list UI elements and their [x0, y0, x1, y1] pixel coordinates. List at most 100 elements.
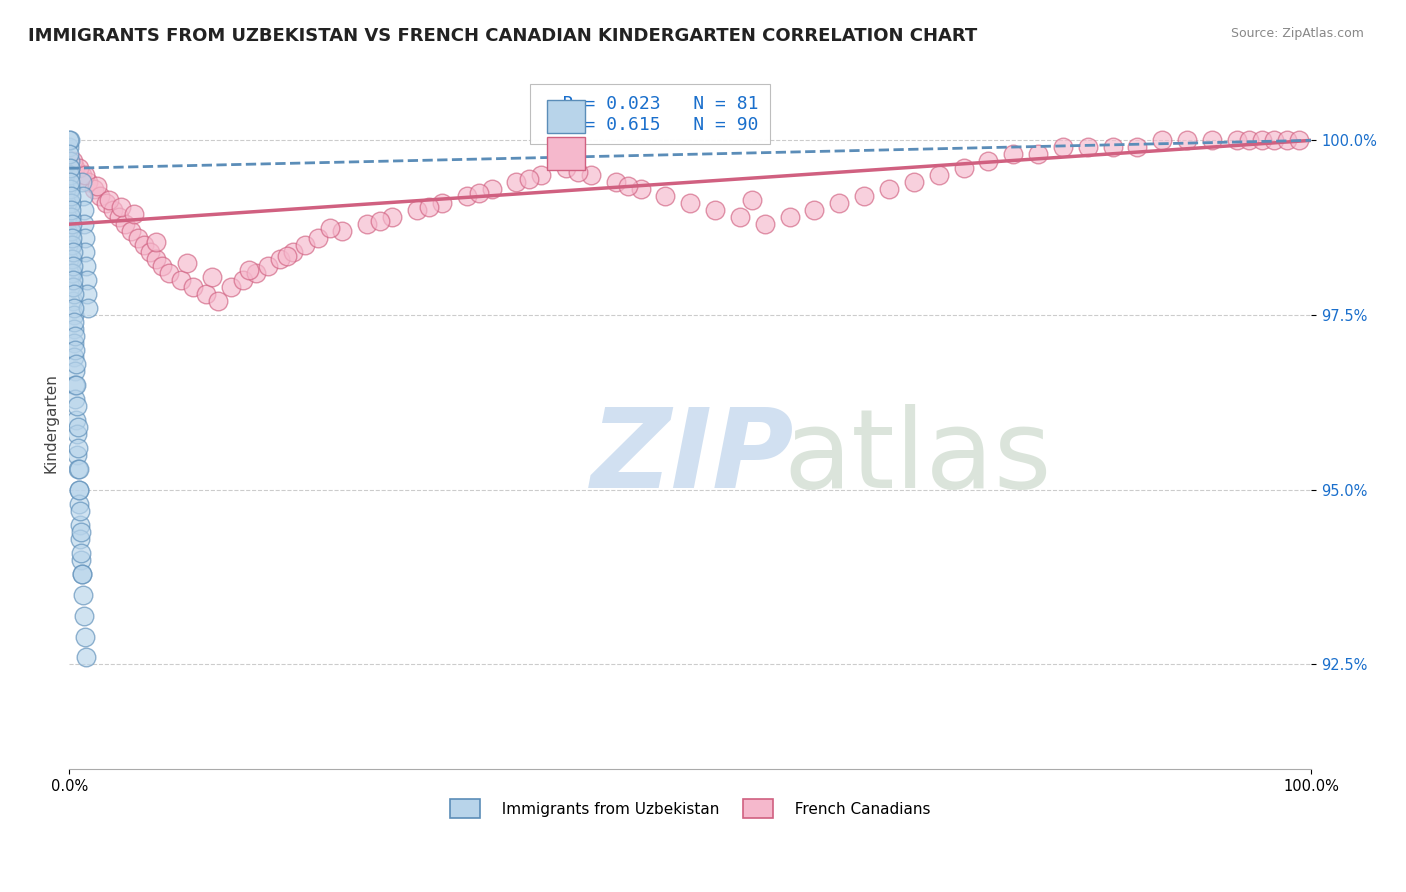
- Point: [468, 186, 491, 200]
- Point: [62, 280, 84, 294]
- Point: [332, 224, 354, 238]
- Point: [75, 630, 97, 644]
- Point: [63, 301, 86, 315]
- Point: [530, 169, 553, 183]
- Point: [66, 462, 89, 476]
- Point: [101, 203, 124, 218]
- Point: [62, 154, 84, 169]
- Point: [903, 175, 925, 189]
- Point: [86, 178, 108, 193]
- Point: [98, 193, 121, 207]
- Point: [63, 343, 86, 357]
- Point: [70, 552, 93, 566]
- Point: [122, 207, 145, 221]
- Point: [952, 161, 974, 176]
- Point: [294, 238, 316, 252]
- Point: [207, 294, 229, 309]
- Point: [139, 245, 162, 260]
- Point: [60, 252, 83, 267]
- Point: [110, 200, 132, 214]
- Point: [59, 169, 82, 183]
- Point: [70, 169, 93, 183]
- Point: [194, 287, 217, 301]
- Point: [76, 175, 98, 189]
- Point: [505, 175, 527, 189]
- Point: [72, 175, 94, 189]
- Point: [877, 182, 900, 196]
- Point: [76, 301, 98, 315]
- Point: [67, 441, 90, 455]
- Point: [62, 266, 84, 280]
- Point: [60, 196, 83, 211]
- Point: [75, 650, 97, 665]
- Point: [1052, 140, 1074, 154]
- Y-axis label: Kindergarten: Kindergarten: [44, 374, 58, 474]
- Point: [59, 169, 82, 183]
- Point: [803, 203, 825, 218]
- Point: [70, 566, 93, 581]
- Point: [69, 532, 91, 546]
- Point: [257, 259, 280, 273]
- Point: [65, 161, 87, 176]
- Text: ZIP: ZIP: [591, 404, 794, 511]
- FancyBboxPatch shape: [547, 100, 585, 134]
- Point: [307, 231, 329, 245]
- Point: [70, 566, 93, 581]
- Point: [977, 154, 1000, 169]
- Point: [69, 517, 91, 532]
- Point: [269, 252, 291, 267]
- Point: [356, 217, 378, 231]
- Point: [59, 175, 82, 189]
- Point: [62, 287, 84, 301]
- Point: [69, 504, 91, 518]
- Point: [59, 133, 82, 147]
- Point: [66, 420, 89, 434]
- Point: [72, 189, 94, 203]
- Point: [114, 217, 136, 231]
- Point: [75, 245, 97, 260]
- Point: [1288, 133, 1310, 147]
- Point: [58, 133, 80, 147]
- Point: [58, 140, 80, 154]
- Point: [779, 211, 801, 225]
- Point: [418, 200, 440, 214]
- Point: [66, 448, 89, 462]
- Point: [96, 196, 118, 211]
- Point: [381, 211, 404, 225]
- Point: [741, 193, 763, 207]
- Point: [59, 182, 82, 196]
- Point: [63, 329, 86, 343]
- Point: [1002, 147, 1025, 161]
- Point: [232, 273, 254, 287]
- Point: [276, 249, 298, 263]
- Point: [62, 280, 84, 294]
- Point: [59, 196, 82, 211]
- Point: [76, 273, 98, 287]
- Point: [65, 413, 87, 427]
- Point: [60, 203, 83, 218]
- Point: [1101, 140, 1123, 154]
- Point: [176, 255, 198, 269]
- Point: [281, 245, 304, 260]
- Point: [150, 259, 173, 273]
- Point: [219, 280, 242, 294]
- Point: [1026, 147, 1049, 161]
- Point: [828, 196, 851, 211]
- Point: [62, 294, 84, 309]
- Point: [63, 336, 86, 351]
- Point: [1239, 133, 1261, 147]
- Point: [1201, 133, 1223, 147]
- Point: [67, 497, 90, 511]
- Point: [67, 161, 90, 176]
- Point: [127, 231, 149, 245]
- Point: [73, 217, 96, 231]
- Point: [406, 203, 429, 218]
- Point: [605, 175, 627, 189]
- Point: [67, 483, 90, 497]
- Point: [654, 189, 676, 203]
- Point: [63, 350, 86, 364]
- Point: [1077, 140, 1099, 154]
- Point: [70, 546, 93, 560]
- Point: [1152, 133, 1174, 147]
- Point: [73, 231, 96, 245]
